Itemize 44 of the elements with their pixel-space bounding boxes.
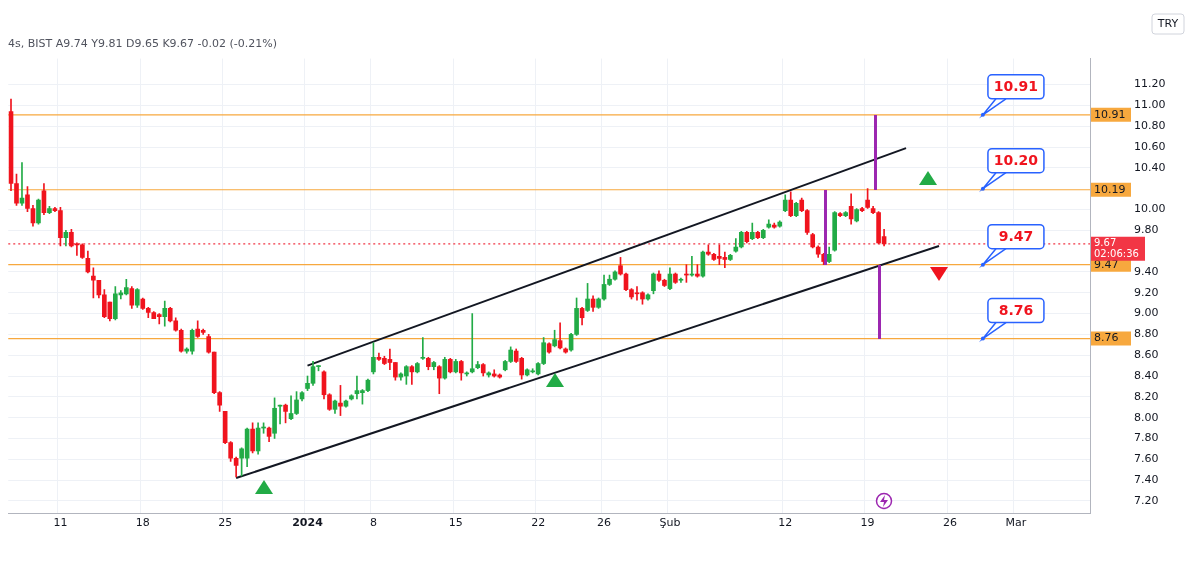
annotation: 8.76	[998, 302, 1034, 319]
y-tick-label: 9.40	[1134, 264, 1159, 278]
y-axis-title: TRY	[1156, 16, 1179, 30]
text: 02:06:36	[1094, 247, 1139, 259]
x-tick-label: 19	[860, 515, 875, 529]
x-tick-label: 2024	[292, 515, 324, 529]
x-tick-label: 22	[531, 515, 546, 529]
y-tick-label: 7.40	[1134, 472, 1159, 486]
y-tick-label: 10.40	[1134, 160, 1166, 174]
y-tick-label: 10.80	[1134, 119, 1166, 133]
y-tick-label: 10.60	[1134, 139, 1166, 153]
x-tick-label: Şub	[659, 515, 681, 529]
ref-line-label: 10.19	[1094, 182, 1126, 196]
y-tick-label: 10.00	[1134, 202, 1166, 216]
ref-line-label: 9.67	[1094, 236, 1117, 248]
y-tick-label: 11.00	[1134, 98, 1166, 112]
x-tick-label: 11	[53, 515, 68, 529]
ref-line-label: 10.91	[1094, 107, 1126, 121]
annotation: 10.91	[993, 78, 1039, 95]
annotation: 9.47	[998, 228, 1034, 245]
x-tick-label: Mar	[1005, 515, 1027, 529]
y-tick-label: 7.60	[1134, 452, 1159, 466]
x-tick-label: 26	[597, 515, 612, 529]
ref-line-label: 9.47	[1094, 257, 1119, 271]
y-tick-label: 8.00	[1134, 410, 1159, 424]
y-tick-label: 8.80	[1134, 327, 1159, 341]
y-tick-label: 8.20	[1134, 389, 1159, 403]
x-tick-label: 15	[448, 515, 463, 529]
chart-title: 4s, BIST A9.74 Y9.81 D9.65 K9.67 -0.02 (-0.21%)	[8, 36, 278, 50]
y-tick-label: 8.40	[1134, 368, 1159, 382]
y-tick-label: 9.00	[1134, 306, 1159, 320]
annotation: 10.20	[993, 152, 1039, 169]
x-tick-label: 8	[369, 515, 377, 529]
x-tick-label: 26	[942, 515, 957, 529]
y-tick-label: 9.20	[1134, 285, 1159, 299]
x-tick-label: 25	[218, 515, 233, 529]
y-tick-label: 7.20	[1134, 493, 1159, 507]
y-tick-label: 7.80	[1134, 431, 1159, 445]
y-tick-label: 9.80	[1134, 223, 1159, 237]
x-tick-label: 12	[778, 515, 793, 529]
y-tick-label: 11.20	[1134, 77, 1166, 91]
ref-line-label: 8.76	[1094, 331, 1119, 345]
x-tick-label: 18	[135, 515, 150, 529]
y-tick-label: 8.60	[1134, 348, 1159, 362]
